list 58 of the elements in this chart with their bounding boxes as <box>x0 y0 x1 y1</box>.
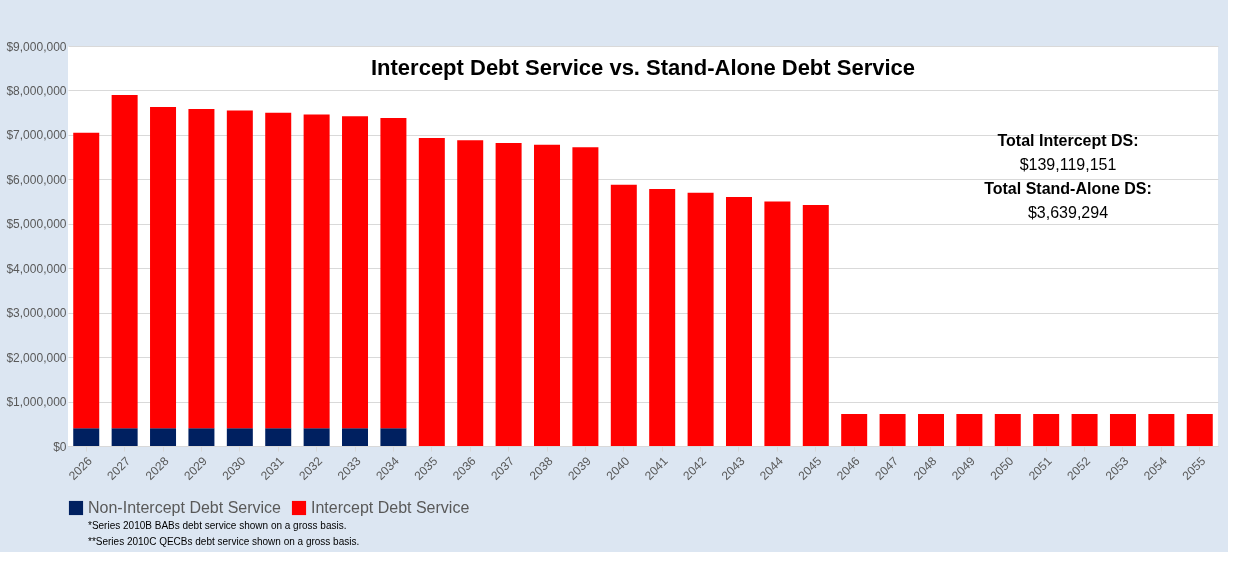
y-tick-label: $7,000,000 <box>6 128 67 143</box>
bar <box>764 201 791 446</box>
bar <box>534 144 561 446</box>
annotation: $139,119,151 <box>1019 156 1117 173</box>
text: **Series 2010C QECBs debt service shown on a gross basis. <box>88 536 360 547</box>
bar <box>917 414 944 446</box>
y-tick-label: $0 <box>53 439 67 454</box>
annotation: Total Intercept DS: <box>997 132 1139 149</box>
bar <box>495 142 522 446</box>
annotation: Total Stand-Alone DS: <box>984 180 1152 197</box>
y-tick-label: $3,000,000 <box>6 306 67 321</box>
y-tick-label: $9,000,000 <box>6 39 67 54</box>
bar <box>649 189 676 446</box>
bar <box>1071 414 1098 446</box>
legend-label: Intercept Debt Service <box>311 499 470 516</box>
y-tick-label: $5,000,000 <box>6 217 67 232</box>
y-tick-label: $1,000,000 <box>6 395 67 410</box>
bar <box>802 205 829 446</box>
bar <box>457 140 484 446</box>
bar <box>610 184 637 446</box>
y-tick-label: $8,000,000 <box>6 83 67 98</box>
bar <box>303 428 330 446</box>
bar <box>303 114 330 429</box>
annotation: $3,639,294 <box>1027 204 1109 221</box>
bar <box>841 414 868 446</box>
bar <box>380 118 407 429</box>
y-tick-label: $2,000,000 <box>6 350 67 365</box>
bar <box>418 138 445 446</box>
bar <box>879 414 906 446</box>
bar <box>265 112 292 429</box>
bar <box>1033 414 1060 446</box>
bar <box>226 428 253 446</box>
bar <box>1148 414 1175 446</box>
bar <box>188 109 215 429</box>
bar <box>150 106 177 429</box>
bar <box>725 197 752 446</box>
y-tick-label: $4,000,000 <box>6 261 67 276</box>
y-tick-label: $6,000,000 <box>6 172 67 187</box>
chart-title: Intercept Debt Service vs. Stand-Alone Debt Service <box>370 55 916 80</box>
bar <box>226 110 253 429</box>
bar <box>111 94 138 429</box>
bar <box>572 147 599 446</box>
bar <box>342 116 369 429</box>
bar <box>342 428 369 446</box>
bar <box>994 414 1021 446</box>
bar <box>956 414 983 446</box>
bar <box>1186 414 1213 446</box>
bar <box>111 428 138 446</box>
text: *Series 2010B BABs debt service shown on a gross basis. <box>88 520 347 531</box>
legend-label: Non-Intercept Debt Service <box>88 499 282 516</box>
bar <box>687 192 714 446</box>
bar <box>1109 414 1136 446</box>
bar <box>73 428 100 446</box>
bar <box>188 428 215 446</box>
bar <box>73 132 100 429</box>
bar <box>380 428 407 446</box>
bar <box>265 428 292 446</box>
bar <box>150 428 177 446</box>
